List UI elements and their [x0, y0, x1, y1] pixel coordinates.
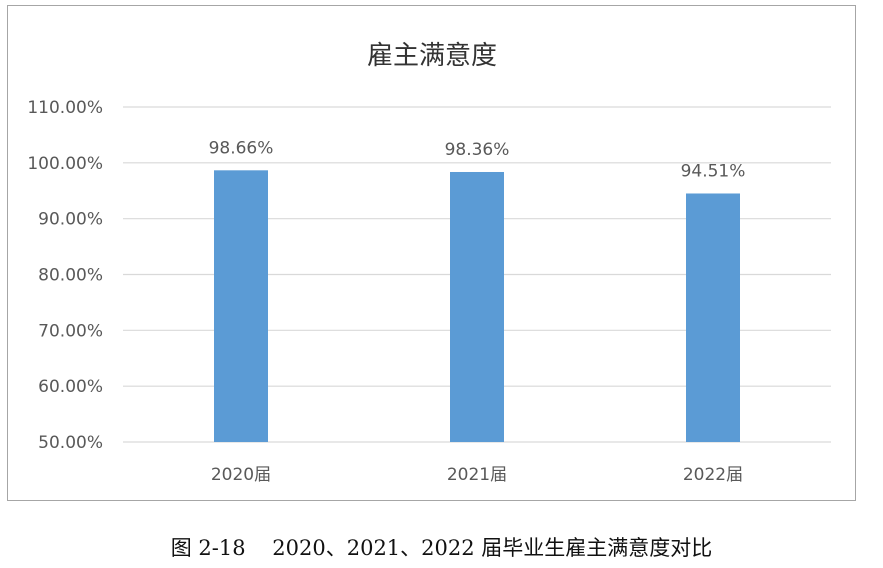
bar — [686, 193, 740, 442]
x-axis-ticks: 2020届 2021届 2022届 — [211, 465, 743, 485]
y-tick-label: 110.00% — [27, 98, 103, 118]
y-tick-label: 80.00% — [38, 266, 103, 286]
x-tick-label: 2022届 — [683, 465, 743, 485]
bar-chart: 雇主满意度 50.00% 60.00% 70.00% 80.00% 90.00% 100.… — [27, 41, 831, 485]
bars — [214, 170, 740, 443]
y-tick-label: 100.00% — [27, 154, 103, 174]
x-tick-label: 2020届 — [211, 465, 271, 485]
data-label: 94.51% — [681, 161, 746, 181]
figure-caption: 图 2-18 2020、2021、2022 届毕业生雇主满意度对比 — [170, 536, 713, 560]
data-labels: 98.66% 98.36% 94.51% — [209, 138, 746, 181]
y-axis-ticks: 50.00% 60.00% 70.00% 80.00% 90.00% 100.00% 110… — [27, 98, 103, 453]
bar — [450, 171, 504, 443]
x-tick-label: 2021届 — [447, 465, 507, 485]
y-tick-label: 90.00% — [38, 210, 103, 230]
chart-title: 雇主满意度 — [367, 41, 497, 71]
y-tick-label: 60.00% — [38, 377, 103, 397]
chart-frame: 雇主满意度 50.00% 60.00% 70.00% 80.00% 90.00% 100.… — [7, 5, 856, 501]
data-label: 98.36% — [445, 140, 510, 160]
bar — [214, 170, 268, 442]
y-tick-label: 50.00% — [38, 433, 103, 453]
y-tick-label: 70.00% — [38, 321, 103, 341]
data-label: 98.66% — [209, 138, 274, 158]
